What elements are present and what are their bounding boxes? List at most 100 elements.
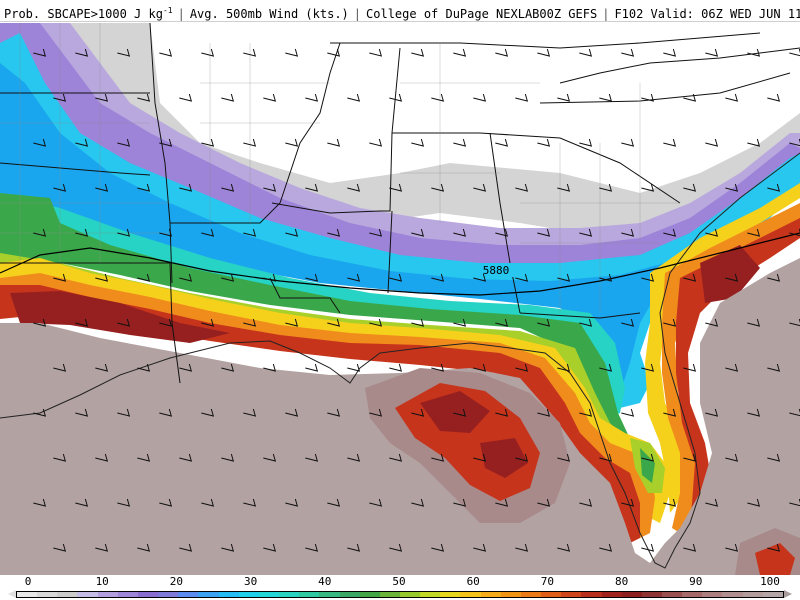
wind-barb bbox=[369, 138, 383, 147]
legend-tick-label: 90 bbox=[689, 575, 703, 588]
wind-barb bbox=[621, 498, 635, 507]
coastline bbox=[0, 152, 800, 569]
wind-barb bbox=[599, 183, 613, 192]
legend-tick-label: 50 bbox=[392, 575, 406, 588]
legend-swatch bbox=[218, 592, 239, 597]
wind-barb bbox=[515, 93, 529, 102]
wind-barb bbox=[747, 228, 761, 237]
wind-barb bbox=[579, 48, 593, 57]
wind-barb bbox=[159, 228, 173, 237]
wind-barb bbox=[305, 363, 319, 372]
legend-swatch bbox=[662, 592, 683, 597]
wind-barb bbox=[663, 408, 677, 417]
wind-barb bbox=[537, 48, 551, 57]
legend-swatch bbox=[37, 592, 58, 597]
wind-barb bbox=[705, 228, 719, 237]
wind-barb bbox=[411, 48, 425, 57]
wind-barb bbox=[305, 93, 319, 102]
wind-barb bbox=[579, 138, 593, 147]
wind-barb bbox=[75, 498, 89, 507]
wind-barb bbox=[663, 48, 677, 57]
wind-barb bbox=[453, 498, 467, 507]
wind-barb bbox=[621, 138, 635, 147]
wind-barb bbox=[117, 318, 131, 327]
wind-barb bbox=[725, 93, 739, 102]
wind-barb bbox=[579, 408, 593, 417]
wind-barb bbox=[33, 498, 47, 507]
wind-barb bbox=[747, 318, 761, 327]
wind-barb bbox=[243, 408, 257, 417]
legend-swatch bbox=[460, 592, 481, 597]
wind-barb bbox=[263, 363, 277, 372]
wind-barb bbox=[221, 93, 235, 102]
legend-tick-label: 70 bbox=[540, 575, 555, 588]
legend-swatch bbox=[440, 592, 461, 597]
legend-swatch bbox=[77, 592, 98, 597]
wind-barb bbox=[411, 498, 425, 507]
wind-barb bbox=[33, 318, 47, 327]
wind-barb bbox=[117, 408, 131, 417]
legend-swatch bbox=[541, 592, 562, 597]
wind-barb bbox=[327, 48, 341, 57]
wind-barb bbox=[599, 543, 613, 552]
green-zone bbox=[0, 193, 640, 483]
wind-barb bbox=[137, 183, 151, 192]
legend-swatch bbox=[500, 592, 521, 597]
wind-barb bbox=[117, 498, 131, 507]
wind-barb bbox=[495, 138, 509, 147]
wind-barb bbox=[473, 183, 487, 192]
wind-barb bbox=[389, 453, 403, 462]
wind-barb bbox=[201, 48, 215, 57]
wind-barb bbox=[159, 48, 173, 57]
legend-swatch bbox=[359, 592, 380, 597]
wind-barb bbox=[347, 453, 361, 462]
wind-barb bbox=[495, 408, 509, 417]
wind-barb bbox=[263, 93, 277, 102]
legend-swatch bbox=[339, 592, 360, 597]
wind-barb bbox=[473, 363, 487, 372]
wind-barb bbox=[201, 138, 215, 147]
legend-tick-label: 80 bbox=[614, 575, 629, 588]
wind-barb bbox=[327, 318, 341, 327]
legend-tick-label: 10 bbox=[95, 575, 109, 588]
wind-barb bbox=[221, 453, 235, 462]
legend-swatch bbox=[57, 592, 78, 597]
wind-barb bbox=[515, 183, 529, 192]
wind-barb bbox=[411, 408, 425, 417]
wind-barb bbox=[285, 48, 299, 57]
wind-barb bbox=[515, 453, 529, 462]
wind-barb bbox=[431, 543, 445, 552]
legend-swatch bbox=[641, 592, 662, 597]
legend-swatch bbox=[561, 592, 582, 597]
wind-barb bbox=[495, 48, 509, 57]
wind-barb bbox=[663, 228, 677, 237]
wind-barb bbox=[305, 453, 319, 462]
wind-barb bbox=[599, 273, 613, 282]
wind-barb bbox=[767, 93, 781, 102]
wind-barb bbox=[159, 138, 173, 147]
wind-barb bbox=[117, 48, 131, 57]
legend-swatch bbox=[601, 592, 622, 597]
wind-barb bbox=[179, 363, 193, 372]
wind-barb bbox=[537, 498, 551, 507]
wind-barb bbox=[767, 273, 781, 282]
wind-barb bbox=[767, 453, 781, 462]
wind-barb bbox=[537, 228, 551, 237]
wind-barb bbox=[285, 228, 299, 237]
source-title: College of DuPage NEXLAB00Z GEFS bbox=[366, 7, 598, 21]
wind-barb bbox=[327, 498, 341, 507]
wind-barb bbox=[137, 453, 151, 462]
wind-barb bbox=[327, 228, 341, 237]
wind-barb bbox=[705, 138, 719, 147]
wind-barb bbox=[221, 273, 235, 282]
wind-barb bbox=[473, 453, 487, 462]
wind-barb bbox=[95, 93, 109, 102]
wind-barb bbox=[453, 48, 467, 57]
wind-barbs bbox=[33, 48, 800, 552]
wind-barb bbox=[75, 318, 89, 327]
wind-barb bbox=[599, 93, 613, 102]
legend-swatch bbox=[762, 592, 783, 597]
wind-barb bbox=[683, 93, 697, 102]
wind-barb bbox=[515, 363, 529, 372]
legend-swatch bbox=[299, 592, 320, 597]
